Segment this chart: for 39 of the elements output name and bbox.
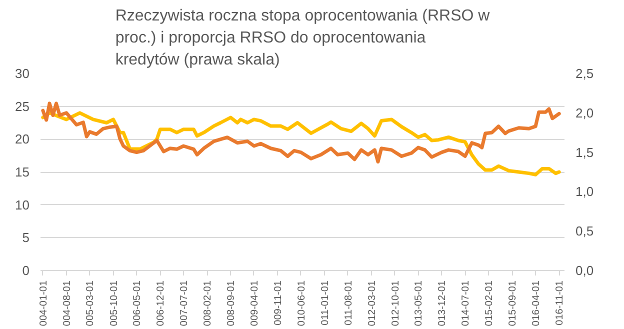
x-tick-label: 012-03-01 (366, 280, 378, 326)
x-tick-label: 009-04-01 (250, 280, 260, 326)
y-tick-label: 0 (22, 263, 30, 278)
y-tick-label: 25 (15, 98, 30, 114)
y2-tick-label: 2,5 (576, 66, 594, 81)
x-tick-label: 005-10-01 (108, 280, 120, 326)
x-tick-label: 014-07-01 (460, 280, 472, 326)
x-tick-label: 011-08-01 (343, 280, 354, 326)
x-tick-label: 010-06-01 (296, 280, 308, 326)
x-tick-label: 012-10-01 (390, 280, 402, 326)
y-tick-label: 5 (22, 230, 30, 246)
x-tick-label: 007-07-01 (179, 280, 190, 326)
x-tick-label: 005-03-01 (85, 280, 96, 326)
y2-tick-label: 1,5 (576, 144, 594, 160)
x-tick-label: 013-05-01 (414, 280, 425, 326)
y-tick-label: 15 (15, 164, 30, 180)
x-tick-label: 008-02-01 (202, 280, 214, 326)
y-tick-label: 30 (15, 66, 30, 81)
x-tick-label: 008-09-01 (226, 280, 238, 326)
x-tick-label: 006-05-01 (132, 280, 144, 326)
x-tick-label: 013-12-01 (437, 280, 448, 326)
x-tick-label: 016-04-01 (531, 280, 542, 326)
x-tick-label: 004-01-01 (38, 280, 50, 326)
x-tick-label: 009-11-01 (273, 280, 284, 326)
y-tick-label: 10 (15, 197, 30, 212)
x-tick-label: 006-12-01 (156, 280, 167, 326)
chart-title: Rzeczywista roczna stopa oprocentowania (RRSO w proc.) i proporcja RRSO do oprocentowania kredytów (prawa skala) (115, 7, 490, 68)
x-tick-label: 015-02-01 (484, 280, 496, 326)
line-series (41, 102, 561, 164)
line-series (41, 111, 561, 176)
x-tick-label: 016-11-01 (554, 280, 566, 326)
y2-tick-label: 1,0 (576, 184, 594, 200)
y2-tick-label: 2,0 (576, 105, 594, 120)
x-tick-label: 004-08-01 (62, 280, 73, 326)
x-tick-label: 011-01-01 (320, 280, 331, 326)
y2-tick-label: 0,0 (576, 263, 594, 278)
x-tick-label: 015-09-01 (508, 280, 519, 326)
y2-tick-label: 0,5 (576, 224, 594, 239)
y-tick-label: 20 (15, 132, 30, 147)
